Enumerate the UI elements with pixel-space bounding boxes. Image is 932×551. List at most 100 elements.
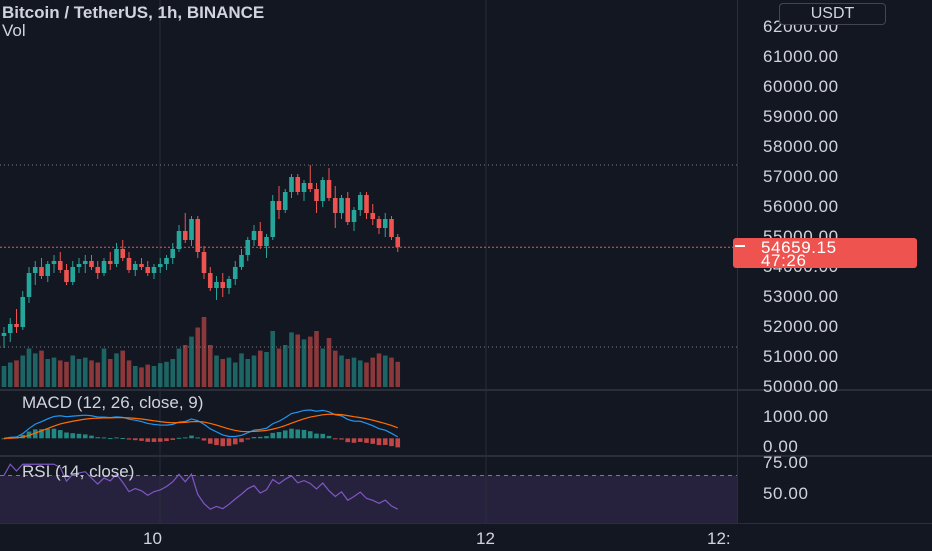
macd-histogram-bar [64,432,69,439]
volume-bar [345,359,351,387]
macd-histogram-bar [189,435,194,439]
candle-body [276,201,282,210]
volume-bar [276,348,282,387]
candle-body [45,264,51,276]
candle-body [164,258,169,264]
macd-histogram-bar [70,433,76,439]
candle-body [201,252,207,273]
volume-bar [370,357,376,387]
macd-histogram-bar [82,434,88,439]
candlestick-chart[interactable] [0,0,737,389]
symbol-legend[interactable]: Bitcoin / TetherUS, 1h, BINANCE [2,3,264,23]
rsi-legend[interactable]: RSI (14, close) [22,462,135,481]
macd-histogram-bar [132,438,138,441]
volume-bar [201,317,207,387]
last-price-value: 54659.15 [761,238,837,257]
volume-bar [32,353,38,387]
volume-bar [157,363,163,387]
price-tick: 59000.00 [763,107,839,126]
volume-bar [289,332,294,387]
candle-body [307,183,313,189]
price-tick: 52000.00 [763,317,839,336]
volume-bar [389,357,394,387]
volume-bar [226,357,232,387]
volume-bar [270,331,276,387]
candle-body [270,201,276,237]
volume-bar [326,338,332,387]
volume-bar [376,353,382,387]
pane-separator[interactable] [0,389,932,391]
candle-body [70,267,76,282]
macd-histogram-bar [45,428,51,439]
candle-body [101,261,107,273]
volume-bar [45,359,51,387]
time-axis[interactable]: 10 12 12: [0,523,932,551]
macd-tick: 1000.00 [763,407,829,426]
candle-body [26,273,32,297]
currency-button[interactable]: USDT [779,3,886,25]
price-tick: 57000.00 [763,167,839,186]
macd-histogram-bar [145,438,151,442]
volume-bar [195,327,201,387]
candle-body [251,231,257,240]
candle-body [370,213,376,219]
macd-histogram-bar [345,438,351,443]
macd-legend[interactable]: MACD (12, 26, close, 9) [22,393,204,412]
volume-bar [301,339,307,387]
macd-histogram-bar [332,438,338,440]
rsi-pane[interactable] [0,457,737,523]
macd-histogram-bar [101,437,107,439]
macd-histogram-bar [39,429,44,439]
candle-body [139,264,144,267]
volume-bar [314,331,319,387]
macd-histogram-bar [120,438,126,440]
macd-histogram-bar [89,435,94,439]
candle-body [189,219,194,240]
macd-histogram-bar [270,432,276,439]
macd-histogram-bar [157,438,163,442]
macd-tick: 0.00 [763,437,799,456]
candle-body [114,249,119,264]
macd-line [3,409,399,439]
candle-body [176,231,182,249]
volume-legend[interactable]: Vol [2,21,26,40]
candle-body [89,261,94,267]
macd-histogram-bar [107,438,113,440]
candle-body [245,240,251,255]
volume-bar [232,362,238,387]
rsi-chart[interactable] [0,457,737,523]
volume-bar [70,355,76,387]
candle-body [395,237,401,248]
macd-histogram-bar [126,438,132,440]
candle-body [301,183,307,192]
volume-bar [95,362,101,387]
macd-histogram-bar [245,438,251,440]
price-tick: 50000.00 [763,377,839,396]
candle-body [257,231,263,246]
macd-histogram-bar [220,438,226,447]
volume-bar [120,350,126,387]
volume-bar [245,359,251,387]
macd-histogram-bar [95,437,101,439]
rsi-tick: 75.00 [763,453,809,472]
price-axis[interactable]: 62000.00 61000.00 60000.00 59000.00 58000.00… [737,0,932,523]
volume-bar [1,366,7,387]
macd-histogram-bar [289,428,294,439]
macd-pane[interactable] [0,391,737,455]
main-chart-pane[interactable] [0,0,737,389]
macd-histogram-bar [57,430,63,439]
volume-bar [151,366,157,387]
volume-bar [257,350,263,387]
macd-histogram-bar [314,433,319,439]
candle-body [314,189,319,201]
macd-histogram-bar [276,432,282,439]
candle-body [82,261,88,264]
candle-body [195,219,201,252]
candle-body [289,177,294,192]
macd-histogram-bar [195,437,201,439]
macd-chart[interactable] [0,391,737,455]
symbol-title[interactable]: Bitcoin / TetherUS, 1h, BINANCE [2,3,265,22]
pane-separator[interactable] [0,455,932,457]
candle-body [226,279,232,288]
volume-bar [82,357,88,387]
